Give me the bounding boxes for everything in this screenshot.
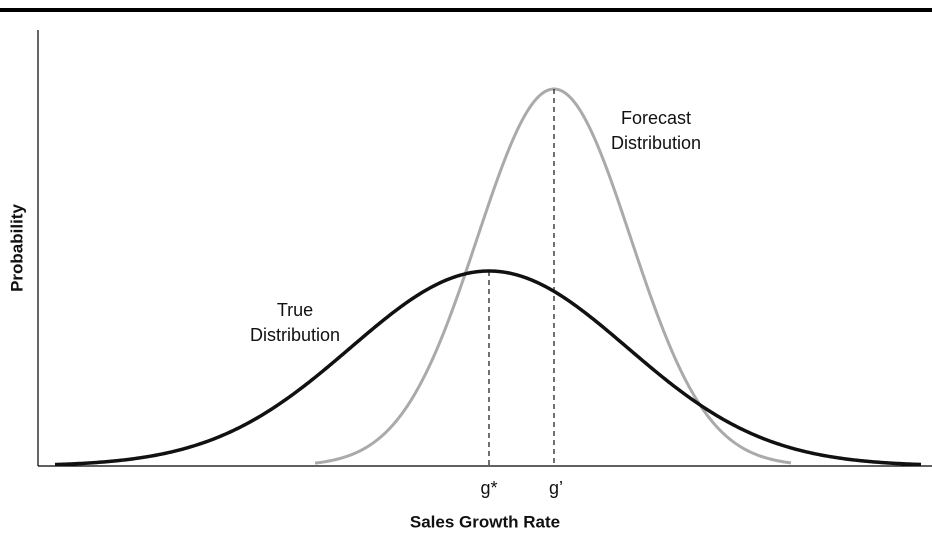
curve-label: Distribution: [250, 325, 340, 345]
curve-label: True: [277, 300, 313, 320]
marker-label: g’: [549, 478, 563, 498]
forecast-curve: [314, 87, 792, 465]
marker-label: g*: [480, 478, 497, 498]
true-curve: [54, 269, 922, 467]
top-rule: [0, 8, 932, 12]
curve-label: Forecast: [621, 108, 691, 128]
x-axis-label: Sales Growth Rate: [410, 512, 560, 531]
y-axis-label: Probability: [7, 204, 26, 292]
curve-label: Distribution: [611, 133, 701, 153]
